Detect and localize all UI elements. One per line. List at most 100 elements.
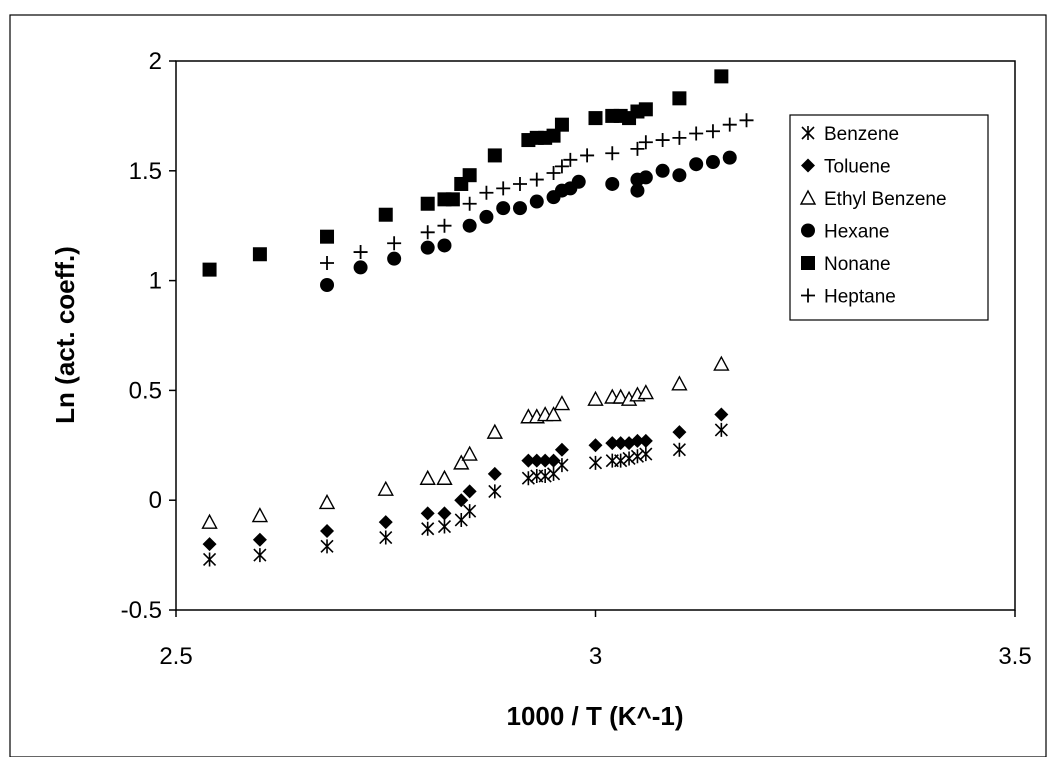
toluene-point [454, 493, 469, 508]
y-tick-label: -0.5 [121, 597, 162, 624]
legend-label-toluene: Toluene [824, 157, 891, 178]
legend-label-heptane: Heptane [824, 287, 896, 308]
hexane-point [705, 155, 720, 170]
toluene-point [672, 425, 687, 440]
benzene-point [320, 539, 334, 554]
toluene-point [252, 532, 267, 547]
hexane-point [437, 238, 452, 253]
ethyl-benzene-point [545, 406, 562, 422]
heptane-point [353, 245, 368, 260]
legend-marker-ethyl-benzene [799, 189, 817, 205]
hexane-point [387, 251, 402, 266]
hexane-point [605, 176, 620, 191]
hexane-point [571, 174, 586, 189]
toluene-point [638, 433, 653, 448]
ethyl-benzene-point [612, 388, 629, 404]
hexane-point [496, 201, 511, 216]
ethyl-benzene-point [419, 469, 436, 485]
benzene-point [588, 455, 603, 470]
benzene-point [639, 447, 653, 462]
toluene-point [605, 436, 620, 451]
hexane-point [512, 201, 527, 216]
heptane-point [672, 130, 687, 145]
y-tick-label: 0 [149, 487, 162, 514]
nonane-point [672, 91, 687, 106]
ethyl-benzene-point [713, 355, 730, 371]
ethyl-benzene-point [453, 454, 470, 470]
benzene-point [672, 442, 686, 457]
legend-marker-heptane [801, 288, 815, 303]
ethyl-benzene-point [637, 384, 655, 400]
legend-label-nonane: Nonane [824, 254, 891, 275]
ethyl-benzene-point [201, 513, 218, 529]
heptane-point [655, 133, 670, 148]
heptane-point [420, 225, 435, 240]
toluene-point [714, 407, 729, 422]
y-tick-label: 1.5 [129, 158, 162, 185]
hexane-point [722, 150, 737, 165]
benzene-point [379, 530, 393, 545]
heptane-point [705, 124, 720, 139]
y-tick-label: 0.5 [129, 377, 162, 404]
legend: Benzene Toluene Ethyl Benzene Hexane Nonane H… [789, 114, 989, 321]
toluene-point [529, 453, 544, 468]
ethyl-benzene-point [486, 423, 503, 439]
benzene-point [630, 449, 645, 464]
nonane-point [320, 229, 335, 244]
hexane-point [353, 260, 368, 275]
nonane-point [462, 168, 477, 183]
nonane-point [420, 196, 435, 211]
nonane-point [546, 128, 561, 143]
heptane-point [554, 159, 569, 174]
benzene-point [437, 519, 452, 534]
ethyl-benzene-point [587, 390, 604, 406]
legend-label-hexane: Hexane [824, 222, 890, 243]
heptane-point [605, 146, 620, 161]
heptane-point [387, 236, 402, 251]
hexane-point [672, 168, 687, 183]
toluene-point [630, 433, 645, 448]
ethyl-benzene-point [318, 493, 336, 510]
ethyl-benzene-point [553, 395, 571, 411]
heptane-point [630, 141, 645, 156]
heptane-point [722, 117, 737, 132]
legend-marker-toluene [801, 158, 815, 173]
hexane-point [529, 194, 544, 209]
ethyl-benzene-point [377, 480, 394, 496]
legend-label-ethyl-benzene: Ethyl Benzene [824, 189, 947, 210]
benzene-point [521, 471, 535, 486]
nonane-point [638, 102, 653, 117]
toluene-point [538, 453, 553, 468]
heptane-point [496, 181, 511, 196]
heptane-point [739, 113, 754, 128]
heptane-point [512, 176, 527, 191]
heptane-point [563, 152, 578, 167]
toluene-point [320, 523, 335, 538]
benzene-point [421, 521, 435, 536]
toluene-point [462, 484, 477, 499]
nonane-point [487, 148, 502, 163]
nonane-point [445, 192, 460, 207]
toluene-point [202, 537, 217, 552]
x-tick-label: 3 [589, 643, 602, 670]
benzene-point [488, 484, 502, 499]
data-points [201, 69, 754, 567]
toluene-point [588, 438, 603, 453]
benzene-point [538, 469, 552, 484]
axis-ticks: -0.5 0 0.5 1 1.5 2 2.5 3 3.5 [121, 48, 1032, 670]
y-tick-label: 1 [149, 268, 162, 295]
nonane-point [202, 262, 217, 277]
ethyl-benzene-point [461, 445, 478, 461]
nonane-point [714, 69, 729, 84]
toluene-point [554, 442, 569, 457]
nonane-point [252, 247, 267, 262]
heptane-point [479, 185, 494, 200]
benzene-point [253, 548, 267, 563]
legend-box [789, 114, 989, 321]
heptane-point [462, 196, 477, 211]
x-axis-title: 1000 / T (K^-1) [506, 701, 683, 731]
toluene-point [546, 453, 561, 468]
y-tick-label: 2 [149, 48, 162, 75]
